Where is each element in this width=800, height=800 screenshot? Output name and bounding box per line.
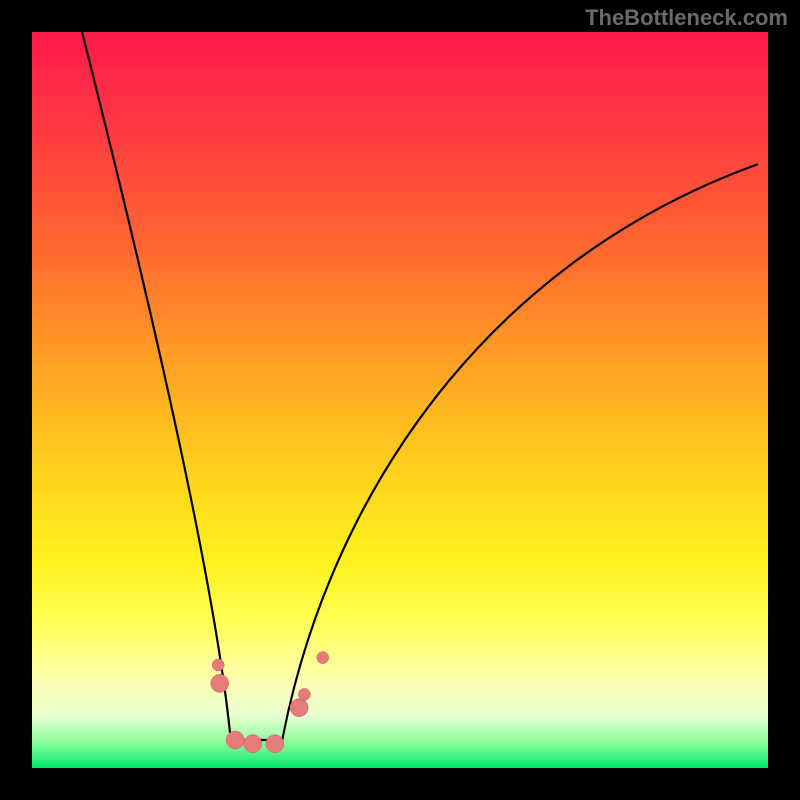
data-marker <box>244 735 262 753</box>
chart-container: TheBottleneck.com <box>0 0 800 800</box>
data-marker <box>290 699 308 717</box>
gradient-background <box>32 32 768 768</box>
data-marker <box>298 688 310 700</box>
data-marker <box>212 659 224 671</box>
data-marker <box>317 652 329 664</box>
data-marker <box>211 674 229 692</box>
data-marker <box>266 735 284 753</box>
data-marker <box>226 731 244 749</box>
bottleneck-chart <box>0 0 800 800</box>
watermark-text: TheBottleneck.com <box>585 5 788 31</box>
